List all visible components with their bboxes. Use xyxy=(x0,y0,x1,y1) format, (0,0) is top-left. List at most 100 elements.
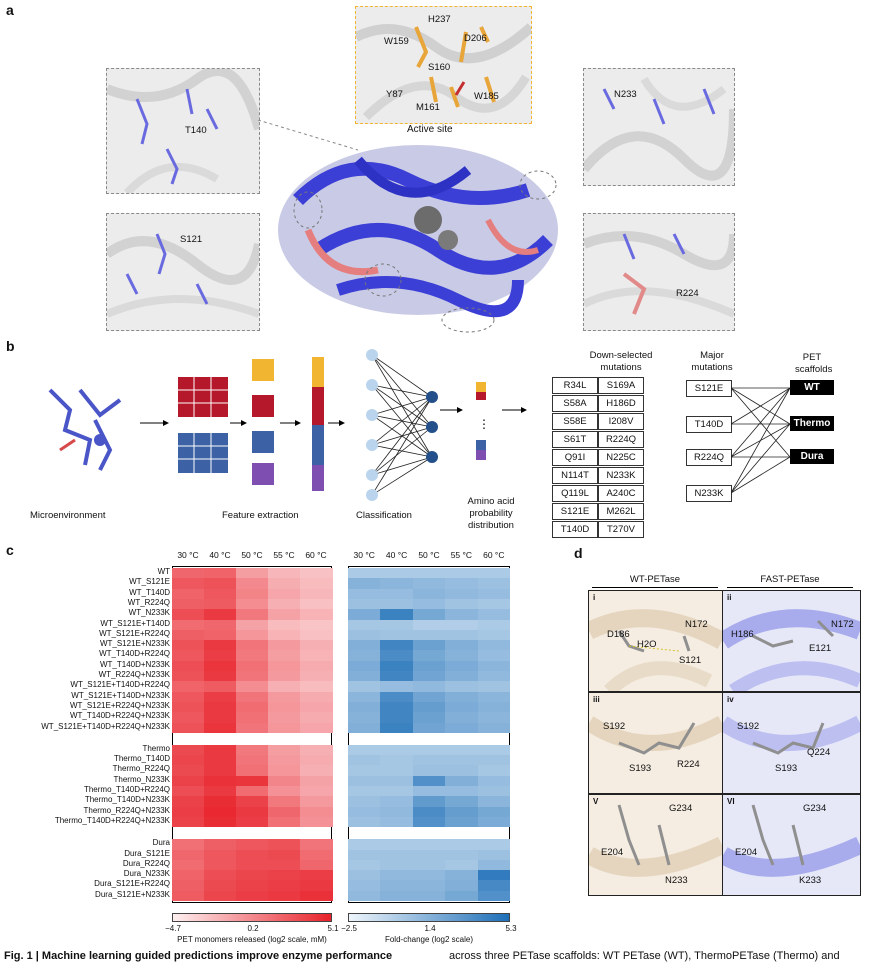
heatmap-cell xyxy=(300,568,333,579)
heatmap-cell xyxy=(477,786,511,797)
heatmap-cell xyxy=(477,816,511,828)
struct-i-res-s121: S121 xyxy=(679,655,702,666)
struct-ii-res-e121: E121 xyxy=(809,643,832,654)
caption-right: across three PETase scaffolds: WT PETase… xyxy=(449,950,840,962)
heatmap-row-label: Dura_S121E+R224Q xyxy=(94,879,170,889)
heatmap-cell xyxy=(172,765,205,776)
heatmap-cell xyxy=(380,681,414,692)
heatmap-cell xyxy=(268,671,301,682)
heatmap-cell xyxy=(445,568,479,579)
struct-vi-res-g234: G234 xyxy=(803,803,827,814)
major-mutation-r224q: R224Q xyxy=(686,449,732,466)
heatmap-cell xyxy=(477,849,511,861)
heatmap-cell xyxy=(412,796,446,807)
heatmap-cell xyxy=(477,880,511,891)
heatmap-row-label: WT xyxy=(157,567,170,576)
heatmap-cell xyxy=(268,806,301,818)
heatmap-row-label: Thermo_T140D+N233K xyxy=(84,795,170,805)
heatmap-cell xyxy=(445,880,479,891)
heatmap-cell xyxy=(445,701,479,713)
heatmap-cell xyxy=(300,722,333,734)
down-selected-mutation: T140D xyxy=(552,521,598,538)
heatmap-cell xyxy=(348,890,381,902)
heatmap-row-label: WT_S121E+R224Q+N233K xyxy=(69,700,170,710)
heatmap-cell xyxy=(300,609,333,620)
heatmap-cell xyxy=(412,650,446,661)
heatmap-cell xyxy=(412,880,446,891)
heatmap-cell xyxy=(204,701,237,713)
heatmap-cell xyxy=(268,765,301,776)
down-selected-mutation: R34L xyxy=(552,377,598,394)
heatmap-cell xyxy=(380,816,414,828)
struct-v-label: V xyxy=(593,797,599,806)
fold-change-heatmap-colorbar xyxy=(348,913,510,922)
heatmap-cell xyxy=(204,619,237,631)
heatmap-column-label: 60 °C xyxy=(483,550,505,560)
heatmap-cell xyxy=(204,816,237,828)
heatmap-cell xyxy=(172,880,205,891)
heatmap-cell xyxy=(236,568,269,579)
inset-r224: R224 xyxy=(582,213,739,331)
heatmap-cell xyxy=(172,839,205,850)
heatmap-cell xyxy=(172,722,205,734)
wt-petase-title: WT-PETase xyxy=(629,574,681,585)
struct-ii-res-n172: N172 xyxy=(831,619,854,630)
heatmap-column-label: 60 °C xyxy=(305,550,327,560)
heatmap-row-label: WT_S121E+R224Q xyxy=(99,628,170,638)
heatmap-cell xyxy=(477,568,511,579)
heatmap-cell xyxy=(204,681,237,692)
heatmap-cell xyxy=(445,786,479,797)
heatmap-cell xyxy=(412,681,446,692)
heatmap-cell xyxy=(412,609,446,620)
heatmap-cell xyxy=(236,671,269,682)
pet-monomers-heatmap-frame xyxy=(172,566,332,903)
heatmap-cell xyxy=(204,671,237,682)
heatmap-cell xyxy=(172,796,205,807)
heatmap-cell xyxy=(380,796,414,807)
heatmap-cell xyxy=(348,660,381,672)
heatmap-cell xyxy=(412,870,446,881)
heatmap-cell xyxy=(172,619,205,631)
heatmap-cell xyxy=(204,806,237,818)
heatmap-column-label: 55 °C xyxy=(450,550,473,560)
down-selected-mutation: Q119L xyxy=(552,485,598,502)
colorbar-label: PET monomers released (log2 scale, mM) xyxy=(177,935,327,944)
heatmap-cell xyxy=(380,806,414,818)
down-selected-mutation: N114T xyxy=(552,467,598,484)
heatmap-cell xyxy=(300,691,333,703)
heatmap-cell xyxy=(172,640,205,651)
heatmap-cell xyxy=(236,744,269,756)
heatmap-cell xyxy=(172,870,205,881)
heatmap-cell xyxy=(412,849,446,861)
struct-v-res-n233: N233 xyxy=(665,875,688,886)
struct-iii-res-s193: S193 xyxy=(629,763,652,774)
heatmap-cell xyxy=(236,578,269,589)
heatmap-cell xyxy=(300,786,333,797)
heatmap-cell xyxy=(445,650,479,661)
inset-s121: S121 xyxy=(104,213,264,331)
heatmap-cell xyxy=(477,722,511,734)
heatmap-cell xyxy=(445,859,479,871)
heatmap-cell xyxy=(477,890,511,902)
step-feature-extraction: Feature extraction xyxy=(222,510,299,521)
heatmap-cell xyxy=(300,744,333,756)
heatmap-cell xyxy=(268,609,301,620)
heatmap-cell xyxy=(380,786,414,797)
struct-iii-label: iii xyxy=(593,695,600,704)
panel-b-letter: b xyxy=(6,338,15,354)
colorbar-tick-min: −2.5 xyxy=(341,924,357,933)
heatmap-row-label: Thermo_T140D xyxy=(113,754,170,764)
heatmap-row-label: Thermo_R224Q+N233K xyxy=(83,805,171,815)
heatmap-cell xyxy=(380,880,414,891)
heatmap-cell xyxy=(268,744,301,756)
heatmap-cell xyxy=(204,880,237,891)
heatmap-row-label: WT_S121E+T140D+R224Q xyxy=(70,680,170,690)
heatmap-cell xyxy=(172,816,205,828)
heatmap-cell xyxy=(380,839,414,850)
heatmap-cell xyxy=(380,629,414,641)
heatmap-cell xyxy=(477,578,511,589)
struct-panel-ii: ii H186 N172 E121 xyxy=(722,590,861,692)
down-selected-mutation: R224Q xyxy=(598,431,644,448)
heatmap-row-label: Thermo_T140D+R224Q+N233K xyxy=(54,815,170,825)
heatmap-cell xyxy=(412,806,446,818)
